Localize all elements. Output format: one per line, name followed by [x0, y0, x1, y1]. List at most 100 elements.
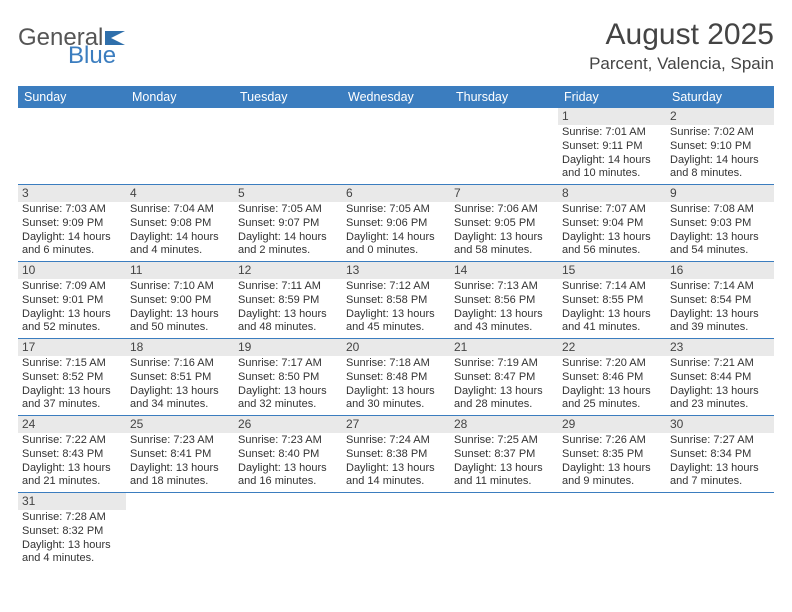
sunrise-text: Sunrise: 7:14 AM: [670, 280, 770, 294]
sunset-text: Sunset: 8:56 PM: [454, 294, 554, 308]
sunrise-text: Sunrise: 7:02 AM: [670, 126, 770, 140]
daylight-text-2: and 14 minutes.: [346, 475, 446, 489]
weeks-container: 1Sunrise: 7:01 AMSunset: 9:11 PMDaylight…: [18, 108, 774, 569]
calendar-cell: 8Sunrise: 7:07 AMSunset: 9:04 PMDaylight…: [558, 185, 666, 261]
day-number: 22: [558, 339, 666, 356]
calendar-cell: 23Sunrise: 7:21 AMSunset: 8:44 PMDayligh…: [666, 339, 774, 415]
calendar-cell: [234, 108, 342, 184]
sunset-text: Sunset: 8:41 PM: [130, 448, 230, 462]
sunset-text: Sunset: 8:37 PM: [454, 448, 554, 462]
day-content: Sunrise: 7:23 AMSunset: 8:40 PMDaylight:…: [234, 433, 342, 492]
sunset-text: Sunset: 8:40 PM: [238, 448, 338, 462]
sunset-text: Sunset: 8:43 PM: [22, 448, 122, 462]
daylight-text-1: Daylight: 13 hours: [346, 462, 446, 476]
calendar-cell: 12Sunrise: 7:11 AMSunset: 8:59 PMDayligh…: [234, 262, 342, 338]
daylight-text-1: Daylight: 13 hours: [562, 385, 662, 399]
week-row: 3Sunrise: 7:03 AMSunset: 9:09 PMDaylight…: [18, 185, 774, 262]
sunrise-text: Sunrise: 7:05 AM: [238, 203, 338, 217]
daylight-text-2: and 32 minutes.: [238, 398, 338, 412]
calendar-cell: 15Sunrise: 7:14 AMSunset: 8:55 PMDayligh…: [558, 262, 666, 338]
brand-logo: GeneralBlue: [18, 18, 129, 68]
daylight-text-1: Daylight: 13 hours: [22, 308, 122, 322]
day-number: 12: [234, 262, 342, 279]
daylight-text-1: Daylight: 13 hours: [22, 462, 122, 476]
daylight-text-2: and 2 minutes.: [238, 244, 338, 258]
sunrise-text: Sunrise: 7:17 AM: [238, 357, 338, 371]
day-number-empty: [126, 108, 234, 125]
day-number: 9: [666, 185, 774, 202]
daylight-text-1: Daylight: 14 hours: [670, 154, 770, 168]
calendar-cell: 13Sunrise: 7:12 AMSunset: 8:58 PMDayligh…: [342, 262, 450, 338]
sunrise-text: Sunrise: 7:01 AM: [562, 126, 662, 140]
calendar-cell: 28Sunrise: 7:25 AMSunset: 8:37 PMDayligh…: [450, 416, 558, 492]
sunset-text: Sunset: 8:58 PM: [346, 294, 446, 308]
sunrise-text: Sunrise: 7:13 AM: [454, 280, 554, 294]
calendar-cell: 4Sunrise: 7:04 AMSunset: 9:08 PMDaylight…: [126, 185, 234, 261]
day-content: Sunrise: 7:23 AMSunset: 8:41 PMDaylight:…: [126, 433, 234, 492]
day-content: Sunrise: 7:16 AMSunset: 8:51 PMDaylight:…: [126, 356, 234, 415]
sunset-text: Sunset: 9:07 PM: [238, 217, 338, 231]
daylight-text-2: and 28 minutes.: [454, 398, 554, 412]
daylight-text-1: Daylight: 13 hours: [562, 308, 662, 322]
calendar: Sunday Monday Tuesday Wednesday Thursday…: [18, 86, 774, 569]
day-number: 4: [126, 185, 234, 202]
calendar-cell: [342, 493, 450, 569]
sunrise-text: Sunrise: 7:14 AM: [562, 280, 662, 294]
day-content: Sunrise: 7:21 AMSunset: 8:44 PMDaylight:…: [666, 356, 774, 415]
header: GeneralBlue August 2025 Parcent, Valenci…: [18, 18, 774, 74]
sunset-text: Sunset: 9:03 PM: [670, 217, 770, 231]
calendar-cell: [342, 108, 450, 184]
day-number: 8: [558, 185, 666, 202]
daylight-text-2: and 52 minutes.: [22, 321, 122, 335]
daylight-text-2: and 25 minutes.: [562, 398, 662, 412]
daylight-text-2: and 39 minutes.: [670, 321, 770, 335]
sunset-text: Sunset: 9:08 PM: [130, 217, 230, 231]
calendar-cell: 25Sunrise: 7:23 AMSunset: 8:41 PMDayligh…: [126, 416, 234, 492]
daylight-text-2: and 56 minutes.: [562, 244, 662, 258]
calendar-cell: 9Sunrise: 7:08 AMSunset: 9:03 PMDaylight…: [666, 185, 774, 261]
calendar-cell: 30Sunrise: 7:27 AMSunset: 8:34 PMDayligh…: [666, 416, 774, 492]
day-number: 20: [342, 339, 450, 356]
sunset-text: Sunset: 8:50 PM: [238, 371, 338, 385]
day-number: 5: [234, 185, 342, 202]
daylight-text-1: Daylight: 13 hours: [454, 308, 554, 322]
day-content: Sunrise: 7:28 AMSunset: 8:32 PMDaylight:…: [18, 510, 126, 569]
day-content: Sunrise: 7:05 AMSunset: 9:06 PMDaylight:…: [342, 202, 450, 261]
day-number: 28: [450, 416, 558, 433]
day-content: Sunrise: 7:08 AMSunset: 9:03 PMDaylight:…: [666, 202, 774, 261]
day-header-sun: Sunday: [18, 86, 126, 108]
day-number: 7: [450, 185, 558, 202]
calendar-cell: [126, 493, 234, 569]
day-number: 17: [18, 339, 126, 356]
day-number-empty: [450, 493, 558, 510]
day-number: 15: [558, 262, 666, 279]
day-number: 31: [18, 493, 126, 510]
calendar-cell: 10Sunrise: 7:09 AMSunset: 9:01 PMDayligh…: [18, 262, 126, 338]
sunset-text: Sunset: 8:38 PM: [346, 448, 446, 462]
calendar-cell: 31Sunrise: 7:28 AMSunset: 8:32 PMDayligh…: [18, 493, 126, 569]
day-number: 2: [666, 108, 774, 125]
sunrise-text: Sunrise: 7:12 AM: [346, 280, 446, 294]
sunrise-text: Sunrise: 7:04 AM: [130, 203, 230, 217]
day-number: 18: [126, 339, 234, 356]
daylight-text-1: Daylight: 14 hours: [346, 231, 446, 245]
daylight-text-1: Daylight: 13 hours: [22, 539, 122, 553]
calendar-cell: 5Sunrise: 7:05 AMSunset: 9:07 PMDaylight…: [234, 185, 342, 261]
day-number-empty: [666, 493, 774, 510]
daylight-text-2: and 23 minutes.: [670, 398, 770, 412]
day-content: Sunrise: 7:03 AMSunset: 9:09 PMDaylight:…: [18, 202, 126, 261]
daylight-text-1: Daylight: 13 hours: [670, 231, 770, 245]
day-content: Sunrise: 7:14 AMSunset: 8:54 PMDaylight:…: [666, 279, 774, 338]
day-number-empty: [126, 493, 234, 510]
sunrise-text: Sunrise: 7:07 AM: [562, 203, 662, 217]
daylight-text-2: and 9 minutes.: [562, 475, 662, 489]
day-content: Sunrise: 7:10 AMSunset: 9:00 PMDaylight:…: [126, 279, 234, 338]
calendar-cell: [126, 108, 234, 184]
daylight-text-2: and 54 minutes.: [670, 244, 770, 258]
daylight-text-1: Daylight: 13 hours: [562, 231, 662, 245]
sunrise-text: Sunrise: 7:26 AM: [562, 434, 662, 448]
sunrise-text: Sunrise: 7:28 AM: [22, 511, 122, 525]
daylight-text-2: and 10 minutes.: [562, 167, 662, 181]
sunrise-text: Sunrise: 7:18 AM: [346, 357, 446, 371]
sunset-text: Sunset: 8:32 PM: [22, 525, 122, 539]
